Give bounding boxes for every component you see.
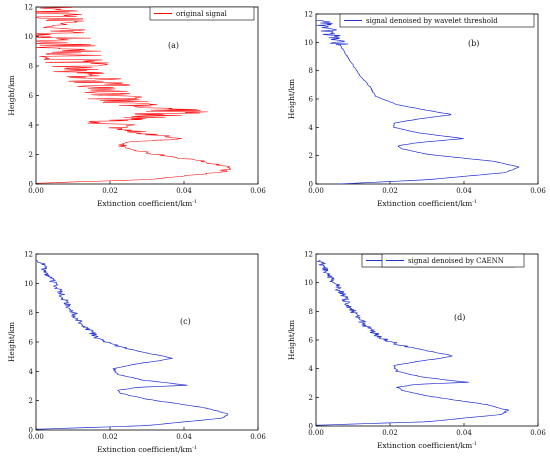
x-tick-label: 0.00	[28, 187, 44, 195]
y-tick-label: 0	[29, 427, 33, 435]
y-tick-label: 6	[29, 339, 34, 347]
y-tick-label: 2	[309, 152, 313, 160]
x-axis-title-superscript: -1	[472, 199, 477, 205]
y-tick-label: 4	[309, 365, 314, 373]
series-line	[315, 19, 520, 185]
x-axis-title-superscript: -1	[192, 445, 197, 451]
y-tick-label: 4	[309, 124, 314, 132]
plot-frame	[35, 6, 259, 185]
y-tick-label: 10	[24, 280, 33, 288]
y-tick-label: 0	[309, 423, 313, 431]
y-tick-label: 12	[304, 251, 313, 259]
legend-box	[149, 6, 255, 21]
x-axis-title-superscript: -1	[192, 199, 197, 205]
y-tick-label: 6	[309, 337, 314, 345]
x-tick-label: 0.02	[102, 433, 118, 441]
y-axis-title: Height/km	[7, 75, 16, 115]
legend-box	[381, 253, 525, 268]
y-axis-title: Height/km	[7, 322, 16, 362]
x-axis-title: Extinction coefficient/km-1	[377, 441, 477, 450]
y-tick-label: 12	[24, 4, 33, 12]
x-tick-label: 0.02	[382, 429, 398, 437]
y-axis-title: Height/km	[287, 320, 296, 360]
legend-label: signal denoised by CAENN	[408, 257, 504, 265]
y-tick-label: 12	[304, 11, 313, 19]
y-axis-title: Height/km	[287, 79, 296, 119]
legend-label: signal denoised by wavelet threshold	[366, 17, 498, 25]
y-tick-label: 12	[24, 251, 33, 259]
x-tick-label: 0.06	[250, 433, 266, 441]
y-tick-label: 4	[29, 122, 34, 130]
x-axis-title: Extinction coefficient/km-1	[97, 445, 197, 454]
panel-3: 0.00 0.02 0.04 0.06 0 2 4 6 8 10 12 Extinction coef…	[287, 251, 546, 451]
x-tick-label: 0.04	[176, 433, 192, 441]
y-tick-label: 2	[29, 397, 33, 405]
y-tick-label: 6	[309, 96, 314, 104]
legend-label: original signal	[176, 10, 228, 18]
series-line	[35, 7, 232, 184]
x-tick-label: 0.06	[530, 429, 546, 437]
x-tick-label: 0.02	[102, 187, 118, 195]
plot-frame	[315, 253, 539, 427]
panel-1: 0.00 0.02 0.04 0.06 0 2 4 6 8 10 12 Extinction coef…	[287, 11, 546, 209]
x-axis-title-superscript: -1	[472, 441, 477, 447]
plot-frame	[35, 253, 259, 431]
y-tick-label: 8	[309, 308, 313, 316]
y-tick-label: 4	[29, 368, 34, 376]
plot-frame	[315, 13, 539, 185]
y-tick-label: 10	[24, 33, 33, 41]
y-tick-label: 2	[29, 151, 33, 159]
panel-tag: (a)	[168, 41, 179, 50]
y-tick-label: 6	[29, 92, 34, 100]
x-tick-label: 0.06	[530, 187, 546, 195]
panel-tag: (d)	[454, 313, 465, 322]
y-tick-label: 10	[304, 39, 313, 47]
y-tick-label: 8	[29, 309, 33, 317]
y-tick-label: 10	[304, 279, 313, 287]
x-tick-label: 0.04	[456, 429, 472, 437]
y-tick-label: 0	[29, 181, 33, 189]
y-tick-label: 8	[29, 63, 33, 71]
x-tick-label: 0.00	[308, 429, 324, 437]
panel-tag: (c)	[180, 317, 191, 326]
panel-tag: (b)	[468, 39, 479, 48]
x-axis-title: Extinction coefficient/km-1	[97, 199, 197, 208]
y-tick-label: 2	[309, 394, 313, 402]
x-axis-title: Extinction coefficient/km-1	[377, 199, 477, 208]
x-tick-label: 0.06	[250, 187, 266, 195]
y-tick-label: 8	[309, 67, 313, 75]
x-tick-label: 0.00	[28, 433, 44, 441]
panel-2: 0.00 0.02 0.04 0.06 0 2 4 6 8 10 12 Extinction coef…	[7, 251, 515, 454]
x-tick-label: 0.02	[382, 187, 398, 195]
x-tick-label: 0.04	[176, 187, 192, 195]
series-line	[316, 259, 510, 426]
series-line	[35, 260, 229, 430]
legend-box	[339, 13, 535, 28]
x-tick-label: 0.00	[308, 187, 324, 195]
x-tick-label: 0.04	[456, 187, 472, 195]
panel-0: 0.00 0.02 0.04 0.06 0 2 4 6 8 10 12 Extinction coef…	[7, 4, 266, 209]
y-tick-label: 0	[309, 181, 313, 189]
